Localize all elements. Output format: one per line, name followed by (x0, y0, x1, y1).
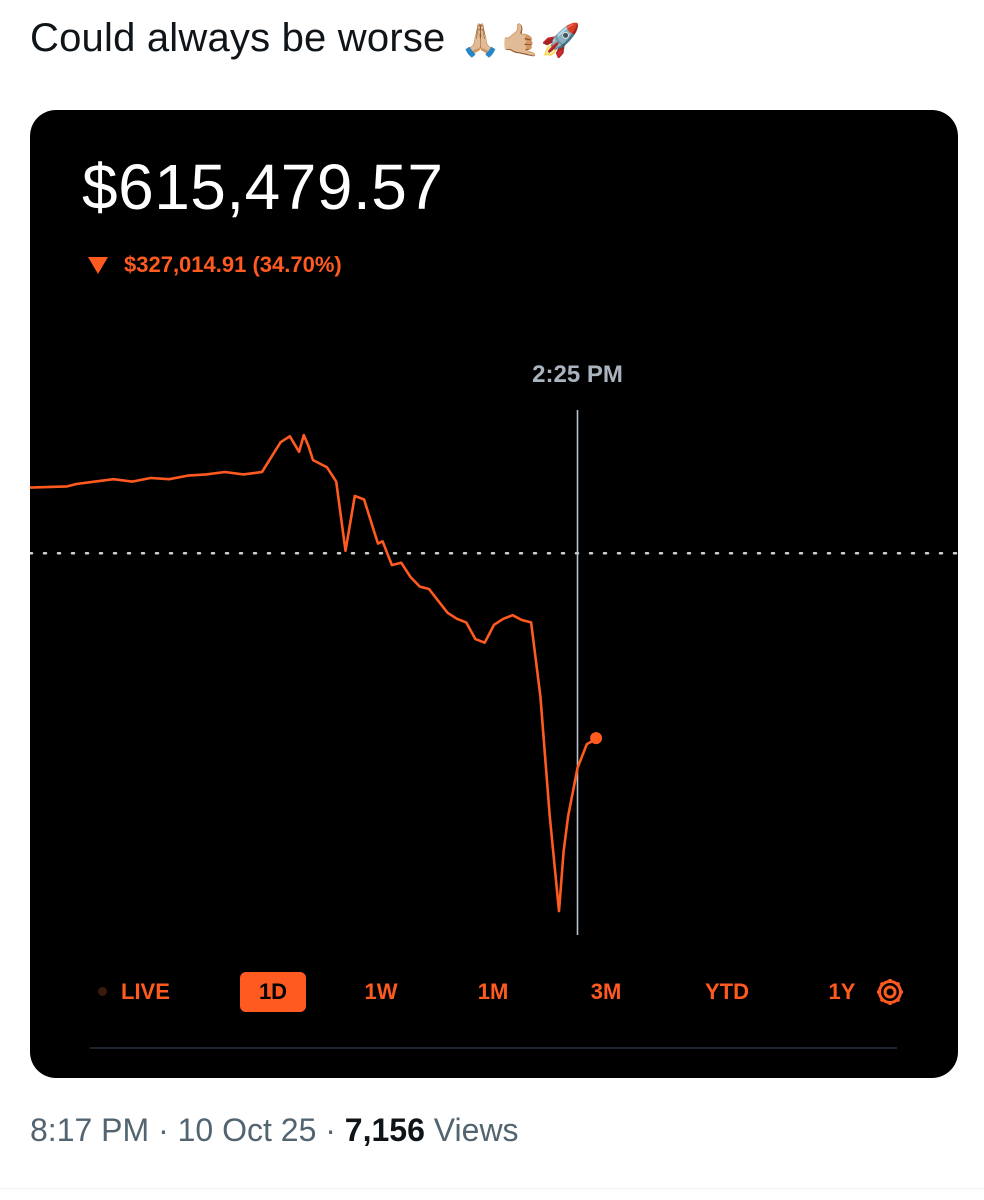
price-chart[interactable]: 2:25 PM (30, 110, 958, 960)
tab-1d-label: 1D (258, 979, 288, 1004)
live-dot-icon (98, 986, 107, 996)
tab-1y[interactable]: 1Y (818, 972, 866, 1012)
tab-1w-label: 1W (364, 979, 398, 1004)
change-value: $327,014.91 (34.70%) (124, 252, 342, 277)
meta-separator: · (325, 1112, 345, 1148)
time-range-tabs: LIVE 1D 1W 1M 3M YTD 1Y (30, 972, 958, 1012)
meta-separator: · (158, 1112, 178, 1148)
tab-1d[interactable]: 1D (240, 972, 306, 1012)
card-bottom-divider (90, 1047, 897, 1049)
tab-ytd-label: YTD (705, 979, 749, 1004)
change-row: $327,014.91 (34.70%) (88, 252, 342, 278)
tweet-text-body: Could always be worse (30, 16, 446, 60)
tab-live-label: LIVE (121, 979, 170, 1004)
tweet-divider (0, 1188, 984, 1189)
tweet-text: Could always be worse 🙏🏼🤙🏼🚀 (30, 12, 581, 66)
price-line (30, 433, 598, 913)
tweet-metadata: 8:17 PM · 10 Oct 25 · 7,156 Views (30, 1112, 519, 1149)
tab-live[interactable]: LIVE (98, 972, 198, 1012)
tweet-time[interactable]: 8:17 PM (30, 1112, 150, 1148)
down-triangle-icon (88, 256, 108, 274)
views-count: 7,156 (344, 1112, 425, 1148)
portfolio-balance: $615,479.57 (82, 151, 444, 223)
tab-ytd[interactable]: YTD (692, 972, 762, 1012)
views-label: Views (433, 1112, 519, 1148)
gear-icon[interactable] (874, 976, 906, 1008)
tab-1m-label: 1M (477, 979, 509, 1004)
tab-3m[interactable]: 3M (575, 972, 637, 1012)
emoji-group: 🙏🏼🤙🏼🚀 (460, 22, 581, 58)
tab-1w[interactable]: 1W (350, 972, 412, 1012)
tweet-date[interactable]: 10 Oct 25 (177, 1112, 317, 1148)
tab-3m-label: 3M (590, 979, 622, 1004)
crosshair-time-label: 2:25 PM (532, 361, 623, 388)
tab-1m[interactable]: 1M (462, 972, 524, 1012)
tab-1y-label: 1Y (828, 979, 856, 1004)
current-price-dot (590, 732, 603, 745)
portfolio-card[interactable]: $615,479.57 $327,014.91 (34.70%) 2:25 PM… (30, 110, 958, 1078)
